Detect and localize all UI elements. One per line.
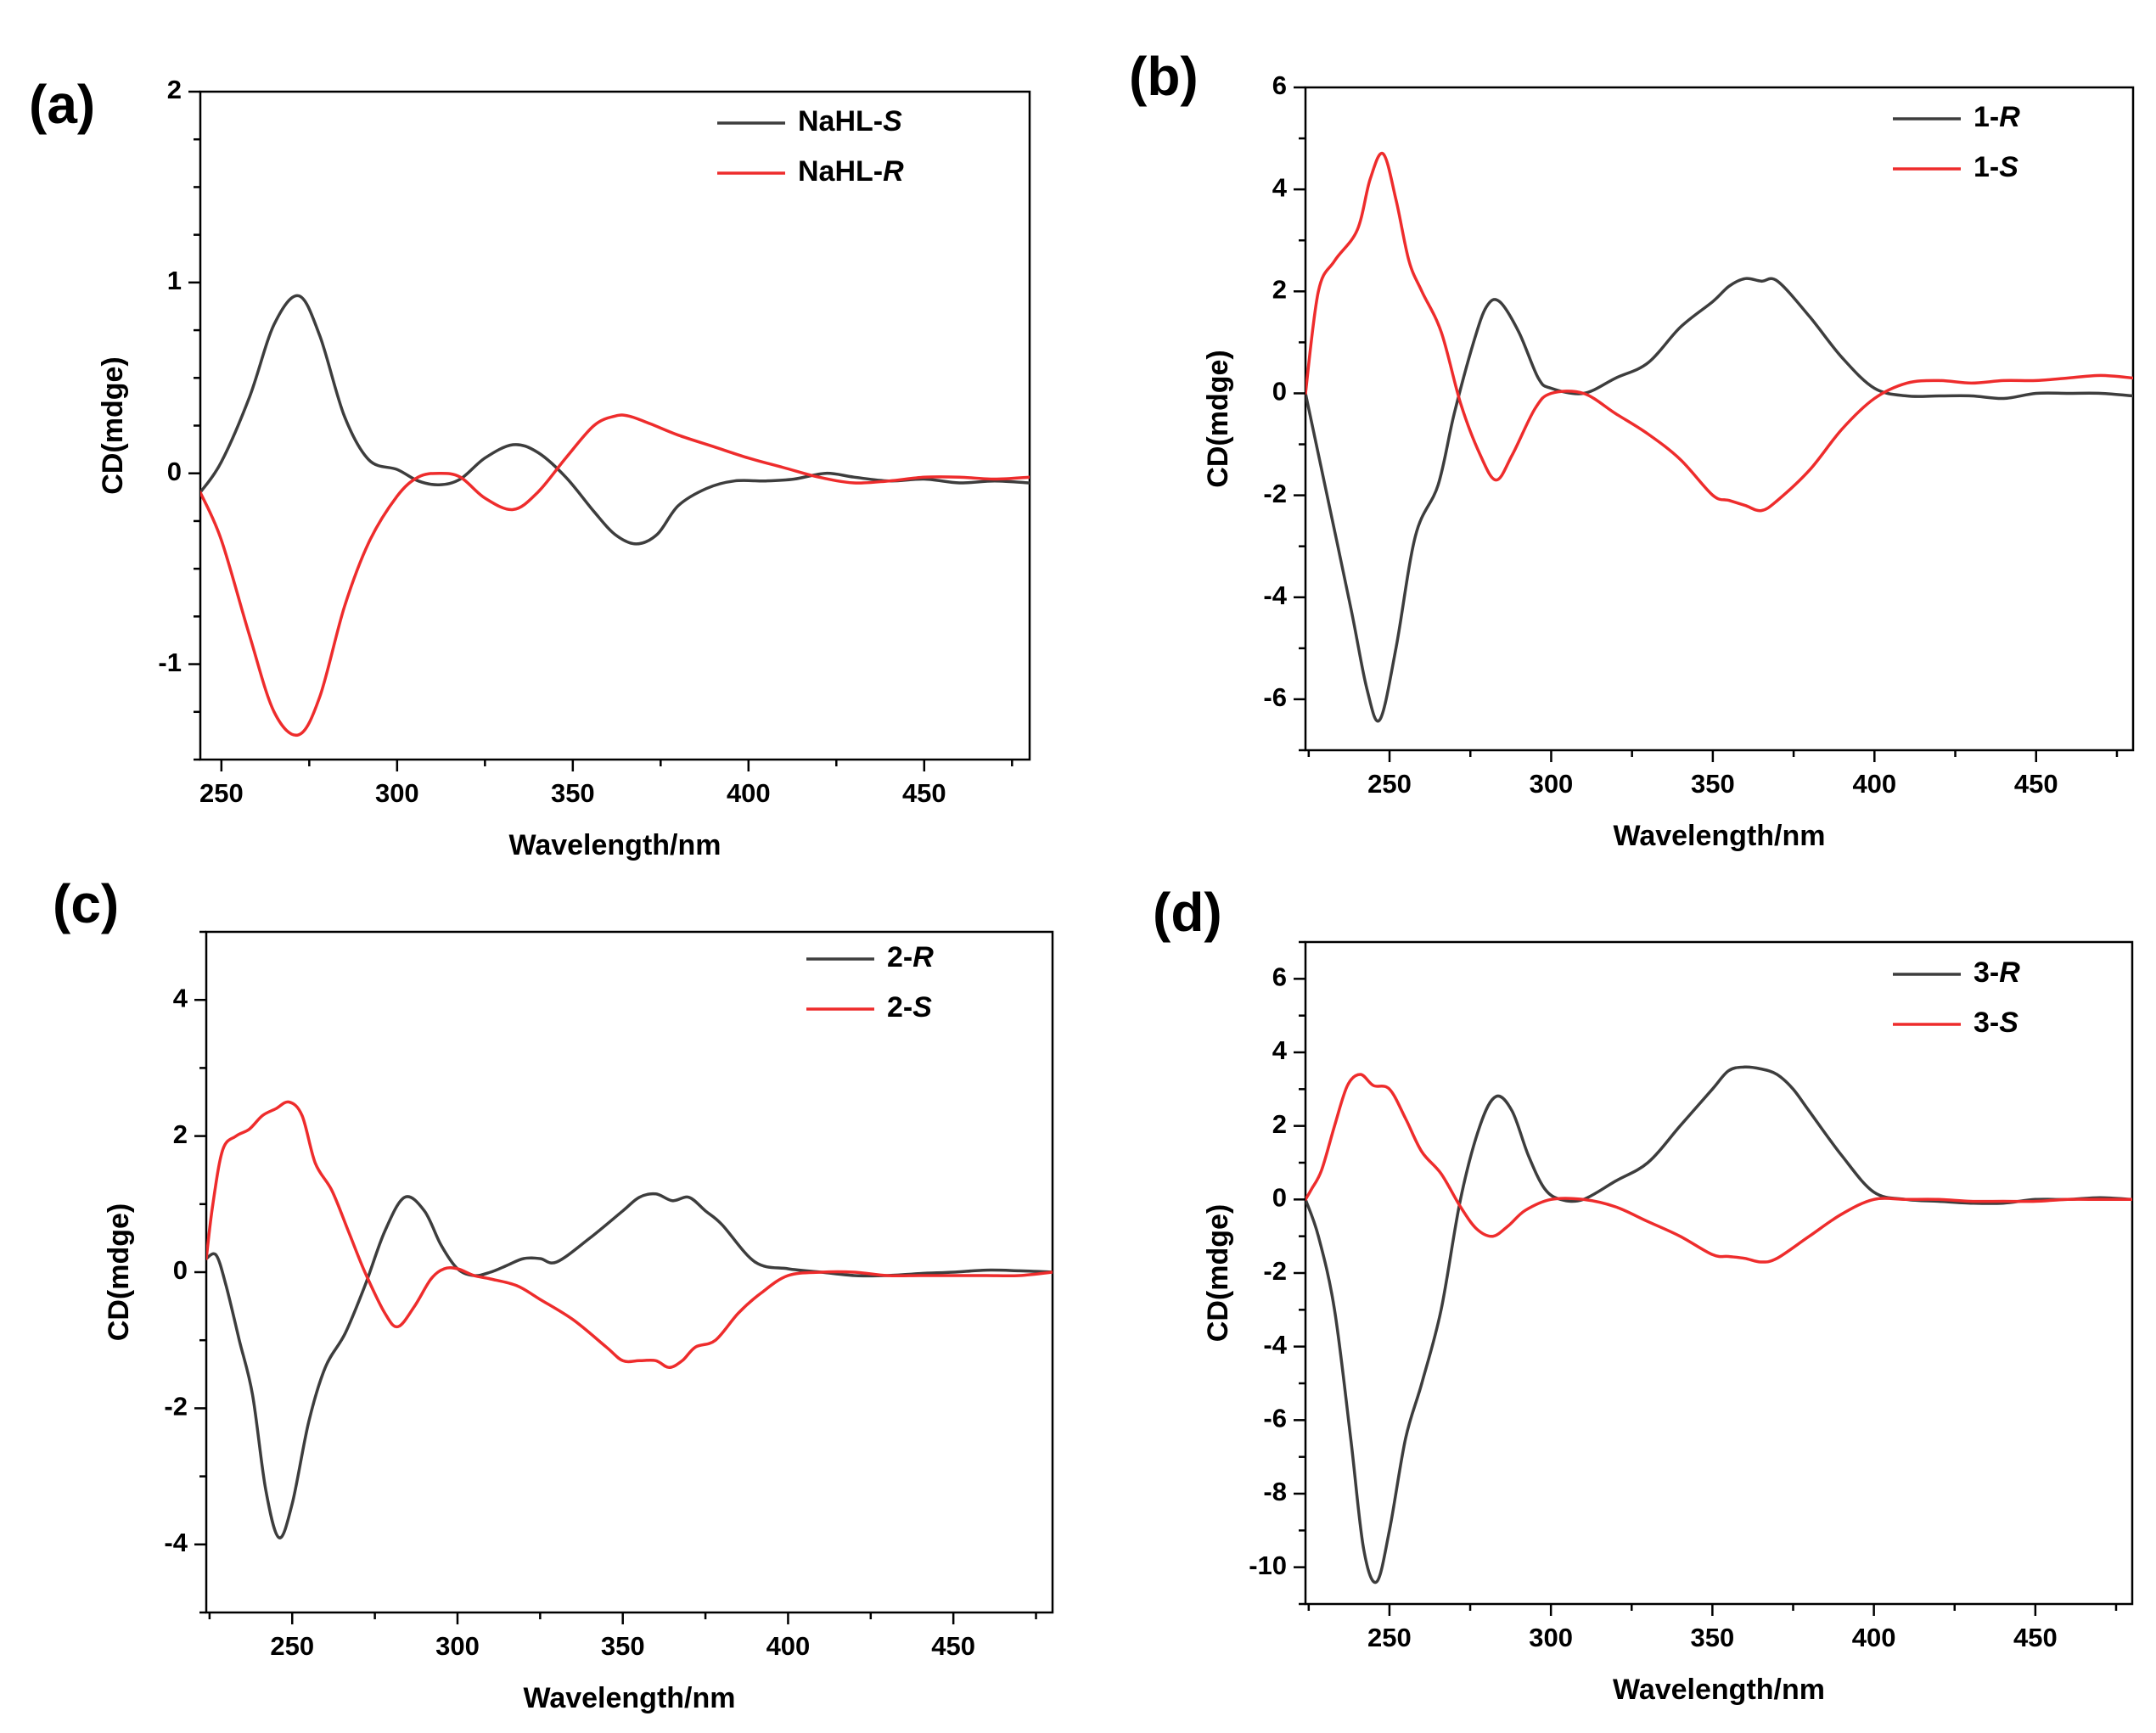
- legend-label-suffix: S: [883, 105, 902, 137]
- legend-label: 2-R: [887, 941, 934, 973]
- legend-label: 1-R: [1974, 101, 2020, 133]
- series-line-2-S: [206, 1100, 1053, 1370]
- y-tick-label: 1: [167, 266, 182, 295]
- x-tick-label: 250: [1367, 1623, 1412, 1652]
- y-tick-label: -2: [164, 1392, 188, 1422]
- legend-label: NaHL-S: [798, 105, 902, 137]
- chart-panel-1: (b) 250 300 350 400 450 -6 -4 -2 0 2 4 6 Wavelength/n…: [1129, 46, 2135, 852]
- y-tick-label: 4: [1272, 1035, 1288, 1065]
- x-tick-label: 300: [1530, 769, 1574, 799]
- x-tick-label: 400: [727, 778, 771, 808]
- x-tick-label: 400: [1852, 769, 1896, 799]
- y-tick-label: -2: [1263, 1256, 1287, 1286]
- legend-label-suffix: S: [1999, 1007, 2018, 1039]
- y-tick-label: -1: [158, 648, 182, 677]
- y-tick-label: -4: [1263, 580, 1287, 610]
- legend-label-prefix: 3-: [1974, 1007, 1999, 1039]
- plot-frame: [199, 90, 1031, 761]
- panel-label: (b): [1129, 46, 1199, 107]
- series-line-3-R: [1305, 1065, 2132, 1584]
- x-axis-title: Wavelength/nm: [524, 1682, 736, 1714]
- legend-label-suffix: R: [912, 941, 934, 973]
- panel-label: (c): [53, 873, 119, 934]
- y-tick-label: 6: [1272, 962, 1287, 992]
- y-tick-label: -10: [1249, 1551, 1287, 1580]
- y-tick-label: 0: [1272, 1183, 1287, 1213]
- x-tick-label: 350: [601, 1631, 645, 1661]
- x-axis-title: Wavelength/nm: [1613, 1674, 1825, 1706]
- legend-label-suffix: S: [1999, 151, 2018, 183]
- y-tick-label: 2: [1272, 1109, 1287, 1139]
- series-line-3-S: [1305, 1073, 2132, 1264]
- series-line-1-R: [1305, 277, 2133, 723]
- y-axis-title: CD(mdge): [1202, 350, 1234, 487]
- y-tick-label: 4: [1272, 172, 1288, 202]
- legend-label-prefix: 1-: [1974, 101, 1999, 133]
- x-tick-label: 350: [551, 778, 595, 808]
- y-tick-label: 6: [1272, 70, 1287, 100]
- chart-panel-0: (a) 250 300 350 400 450 -1 0 1 2 Wavelength/nm CD(m…: [29, 74, 1031, 861]
- x-tick-label: 400: [766, 1631, 811, 1661]
- x-tick-label: 250: [1367, 769, 1412, 799]
- x-tick-label: 450: [902, 778, 946, 808]
- x-tick-label: 250: [270, 1631, 314, 1661]
- y-tick-label: -4: [1263, 1330, 1287, 1360]
- x-tick-label: 250: [199, 778, 244, 808]
- y-axis-title: CD(mdge): [97, 356, 129, 494]
- x-axis-title: Wavelength/nm: [1614, 820, 1826, 852]
- series-line-1-S: [1305, 151, 2133, 513]
- y-tick-label: -4: [164, 1528, 188, 1557]
- legend-label-prefix: NaHL-: [798, 155, 883, 188]
- plot-frame: [1304, 86, 2135, 752]
- y-tick-label: -8: [1263, 1477, 1287, 1506]
- series-line-2-R: [206, 1192, 1053, 1540]
- legend-label-suffix: R: [1999, 101, 2020, 133]
- y-axis-title: CD(mdge): [1202, 1204, 1234, 1342]
- legend-label: 1-S: [1974, 151, 2018, 183]
- series-line-NaHL-S: [200, 294, 1030, 546]
- legend-label-prefix: 1-: [1974, 151, 1999, 183]
- y-tick-label: 2: [173, 1119, 188, 1149]
- x-tick-label: 350: [1691, 1623, 1735, 1652]
- x-tick-label: 300: [375, 778, 419, 808]
- x-tick-label: 300: [1529, 1623, 1573, 1652]
- y-tick-label: -2: [1263, 479, 1287, 508]
- chart-panel-2: (c) 250 300 350 400 450 -4 -2 0 2 4 Wavelength/nm CD…: [53, 873, 1054, 1714]
- legend-label-prefix: 2-: [887, 991, 912, 1024]
- x-tick-label: 300: [435, 1631, 480, 1661]
- y-tick-label: -6: [1263, 1404, 1287, 1433]
- x-tick-label: 400: [1852, 1623, 1896, 1652]
- legend-label-prefix: 2-: [887, 941, 912, 973]
- chart-panel-3: (d) 250 300 350 400 450 -10 -8 -6 -4 -2 0 2 4 6 Wavelen…: [1153, 882, 2134, 1706]
- y-tick-label: 0: [167, 457, 182, 486]
- legend-label-suffix: R: [1999, 956, 2020, 989]
- legend-label: 3-S: [1974, 1007, 2018, 1039]
- x-tick-label: 450: [2014, 769, 2058, 799]
- legend-label-suffix: S: [912, 991, 932, 1024]
- legend-label: 3-R: [1974, 956, 2020, 989]
- y-tick-label: 0: [1272, 377, 1287, 407]
- series-line-NaHL-R: [200, 413, 1030, 738]
- x-tick-label: 450: [931, 1631, 975, 1661]
- y-tick-label: 2: [167, 75, 182, 104]
- y-tick-label: -6: [1263, 682, 1287, 712]
- y-tick-label: 4: [173, 983, 188, 1012]
- legend-label: 2-S: [887, 991, 932, 1024]
- x-axis-title: Wavelength/nm: [509, 829, 721, 861]
- y-axis-title: CD(mdge): [103, 1203, 135, 1341]
- legend-label-suffix: R: [883, 155, 904, 188]
- x-tick-label: 450: [2013, 1623, 2058, 1652]
- panel-label: (d): [1153, 882, 1222, 943]
- legend-label-prefix: 3-: [1974, 956, 1999, 989]
- y-tick-label: 2: [1272, 274, 1287, 304]
- plot-frame: [1304, 940, 2134, 1606]
- y-tick-label: 0: [173, 1255, 188, 1285]
- x-tick-label: 350: [1691, 769, 1735, 799]
- legend-label: NaHL-R: [798, 155, 904, 188]
- panel-label: (a): [29, 74, 95, 135]
- legend-label-prefix: NaHL-: [798, 105, 883, 137]
